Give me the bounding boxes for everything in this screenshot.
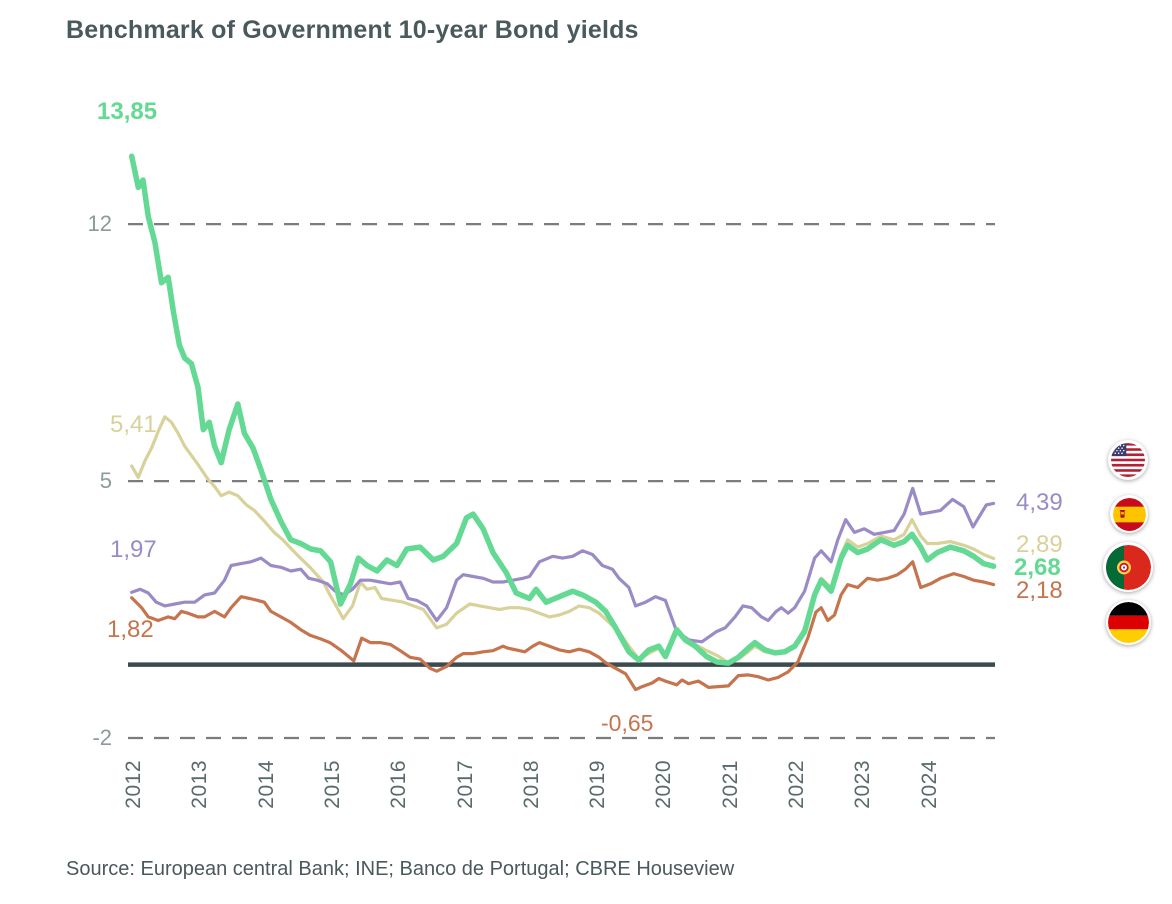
usa-flag-icon (1108, 440, 1148, 480)
x-tick-label-2015: 2015 (320, 760, 344, 809)
x-tick-label-2021: 2021 (718, 760, 742, 809)
y-tick-label--2: -2 (92, 725, 112, 751)
y-tick-label-12: 12 (87, 211, 112, 237)
spain-flag-icon (1110, 495, 1148, 533)
x-tick-label-2023: 2023 (851, 760, 875, 809)
source-text: Source: European central Bank; INE; Banc… (66, 858, 735, 880)
x-tick-label-2024: 2024 (917, 760, 941, 809)
x-tick-label-2020: 2020 (652, 760, 676, 809)
value-label: -0,65 (601, 710, 654, 736)
x-tick-label-2012: 2012 (122, 760, 145, 809)
germany-flag-icon (1106, 600, 1151, 645)
portugal-flag-icon (1103, 542, 1153, 592)
x-tick-label-2017: 2017 (453, 760, 477, 809)
value-label: 2,89 (1016, 531, 1063, 558)
value-label: 2,68 (1014, 554, 1061, 581)
y-tick-label-5: 5 (99, 468, 112, 494)
x-tick-label-2018: 2018 (519, 760, 543, 809)
x-tick-label-2016: 2016 (387, 760, 411, 809)
x-tick-label-2014: 2014 (254, 760, 278, 809)
series-line-spain (130, 415, 996, 665)
value-label: 4,39 (1016, 489, 1063, 516)
series-line-portugal (128, 153, 997, 666)
x-tick-label-2022: 2022 (785, 760, 808, 809)
x-tick-label-2013: 2013 (188, 760, 212, 809)
value-label: 13,85 (97, 98, 158, 125)
value-label: 5,41 (110, 411, 157, 438)
series-line-united-states (130, 486, 996, 644)
series-line-germany (130, 560, 996, 692)
x-tick-label-2019: 2019 (586, 760, 610, 809)
page-title: Benchmark of Government 10-year Bond yie… (66, 16, 639, 44)
value-label: 1,82 (107, 616, 154, 643)
value-label: 2,18 (1016, 577, 1063, 604)
value-label: 1,97 (110, 536, 157, 563)
